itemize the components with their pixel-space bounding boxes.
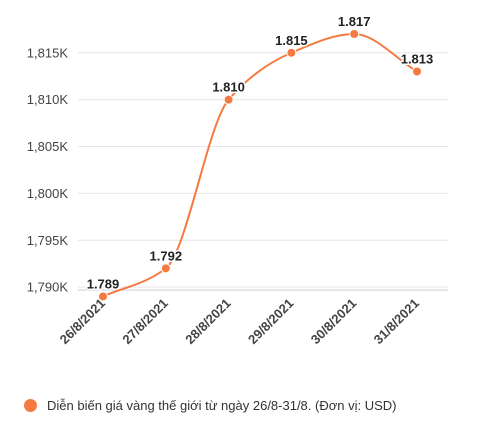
data-label: 1.789 — [87, 277, 120, 292]
data-labels: 1.789 1.792 1.810 1.815 1.817 1.813 — [85, 13, 435, 294]
data-label: 1.815 — [275, 33, 308, 48]
data-point[interactable] — [160, 263, 171, 274]
x-axis-ticks: 26/8/2021 27/8/2021 28/8/2021 29/8/2021 30/8… — [57, 296, 423, 348]
y-tick-label: 1,790K — [27, 280, 69, 295]
y-axis-ticks: 1,790K 1,795K 1,800K 1,805K 1,810K 1,815K — [27, 45, 69, 294]
x-tick-label: 27/8/2021 — [119, 296, 171, 348]
gridlines — [78, 52, 448, 291]
legend: Diễn biến giá vàng thế giới từ ngày 26/8… — [24, 398, 396, 413]
x-tick-label: 29/8/2021 — [245, 296, 297, 348]
x-tick-label: 26/8/2021 — [57, 296, 109, 348]
x-tick-label: 31/8/2021 — [371, 296, 423, 348]
data-label: 1.792 — [150, 248, 183, 263]
legend-marker — [24, 399, 37, 412]
y-tick-label: 1,810K — [27, 92, 69, 107]
data-label: 1.817 — [338, 14, 371, 29]
data-label: 1.813 — [401, 52, 434, 67]
x-tick-label: 30/8/2021 — [308, 296, 360, 348]
data-points — [98, 29, 422, 302]
legend-label: Diễn biến giá vàng thế giới từ ngày 26/8… — [47, 398, 397, 413]
x-tick-label: 28/8/2021 — [182, 296, 234, 348]
data-label: 1.810 — [212, 80, 245, 95]
y-tick-label: 1,795K — [27, 233, 69, 248]
data-point[interactable] — [412, 66, 422, 77]
data-point[interactable] — [349, 29, 360, 39]
y-tick-label: 1,815K — [27, 45, 69, 60]
data-point[interactable] — [98, 291, 108, 302]
data-point[interactable] — [223, 94, 234, 105]
y-tick-label: 1,805K — [27, 139, 69, 154]
data-point[interactable] — [286, 47, 297, 58]
y-tick-label: 1,800K — [27, 186, 69, 201]
